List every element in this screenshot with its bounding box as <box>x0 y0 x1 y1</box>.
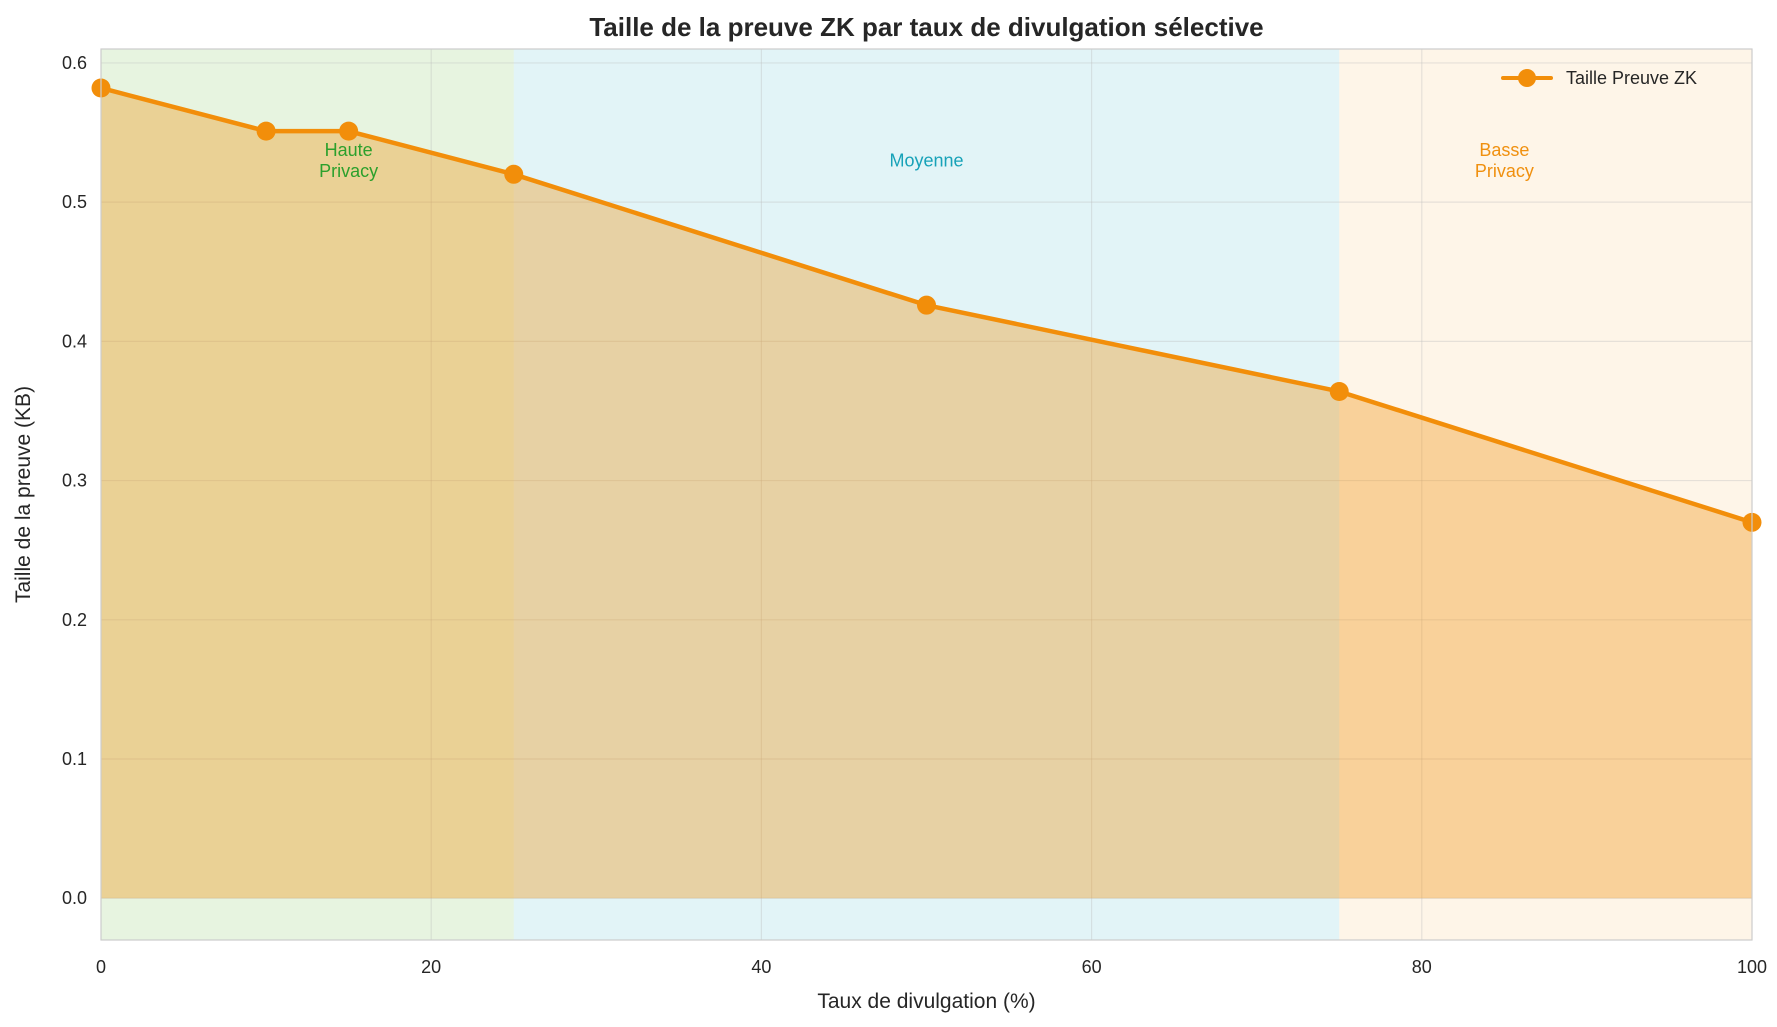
area-fill <box>101 87 1752 899</box>
x-tick-label-4: 80 <box>1412 957 1432 977</box>
x-tick-label-3: 60 <box>1082 957 1102 977</box>
x-tick-label-1: 20 <box>421 957 441 977</box>
tick-labels: 0 20 40 60 80 100 0.0 0.1 0.2 0.3 0.4 0.5 0.6 <box>62 53 1767 977</box>
data-point-0-4 <box>917 295 936 315</box>
legend: Taille Preuve ZK <box>1501 68 1697 88</box>
legend-label-taille-preuve-zk: Taille Preuve ZK <box>1566 68 1697 88</box>
x-axis-label: Taux de divulgation (%) <box>817 990 1035 1013</box>
region-label-0-1: Privacy <box>319 161 378 181</box>
data-point-0-1 <box>256 121 276 141</box>
data-point-0-5 <box>1329 381 1349 401</box>
series-area-0 <box>101 87 1752 899</box>
y-tick-label-4: 0.4 <box>62 331 87 351</box>
legend-marker <box>1518 69 1536 87</box>
region-label-2-1: Privacy <box>1475 161 1534 181</box>
y-tick-label-2: 0.2 <box>62 610 87 630</box>
plot-frame <box>100 48 1753 941</box>
x-tick-label-2: 40 <box>751 957 771 977</box>
y-tick-label-5: 0.5 <box>62 192 87 212</box>
x-tick-label-5: 100 <box>1737 957 1767 977</box>
region-band-2 <box>1339 49 1752 940</box>
data-point-0-2 <box>339 121 359 141</box>
x-tick-label-0: 0 <box>96 957 106 977</box>
chart-title: Taille de la preuve ZK par taux de divul… <box>589 12 1263 42</box>
region-label-1-0: Moyenne <box>889 150 963 170</box>
region-band-1 <box>513 49 1340 940</box>
y-tick-label-6: 0.6 <box>62 53 87 73</box>
region-label-0-0: Haute <box>325 140 373 160</box>
y-tick-label-0: 0.0 <box>62 888 87 908</box>
region-label-2-0: Basse <box>1479 140 1529 160</box>
y-tick-label-3: 0.3 <box>62 471 87 491</box>
data-point-0-3 <box>504 164 524 184</box>
region-bands <box>101 49 1752 940</box>
series-layer <box>91 78 1762 532</box>
y-axis-label: Taille de la preuve (KB) <box>12 386 35 603</box>
y-tick-label-1: 0.1 <box>62 749 87 769</box>
grid <box>101 49 1752 940</box>
region-band-0 <box>101 49 514 940</box>
